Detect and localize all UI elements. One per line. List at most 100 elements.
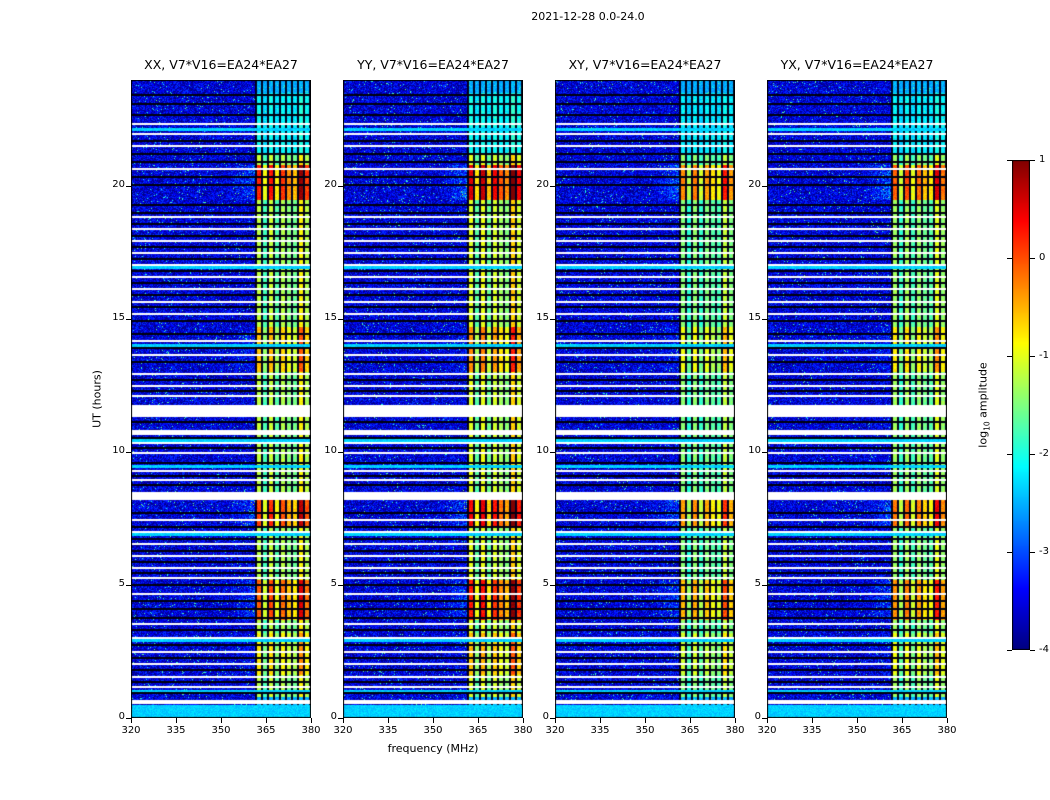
colorbar-tick <box>1007 257 1012 259</box>
y-tick-label: 5 <box>542 578 549 590</box>
x-tick <box>310 718 312 723</box>
x-tick-label: 335 <box>378 725 398 736</box>
x-tick-label: 380 <box>301 725 321 736</box>
y-tick-label: 0 <box>754 711 761 722</box>
x-tick <box>220 718 222 723</box>
x-tick <box>175 718 177 723</box>
y-tick-label: 5 <box>754 578 761 590</box>
colorbar-label-sub: 10 <box>982 421 992 431</box>
x-tick <box>387 718 389 723</box>
spectrogram-panel-xy: XY, V7*V16=EA24*EA27 320 335 350 365 380 0 5 10… <box>536 57 744 736</box>
spectrogram-panel-yx: YX, V7*V16=EA24*EA27 320 335 350 365 380 0 5 10… <box>748 57 956 736</box>
spectrogram-panel-xx: XX, V7*V16=EA24*EA27 320 335 350 365 380 0 5 10… <box>112 57 320 736</box>
y-tick <box>762 717 767 719</box>
y-tick <box>126 318 131 320</box>
colorbar-tick-label: -2 <box>1039 448 1049 459</box>
x-tick <box>265 718 267 723</box>
colorbar-label-suffix: amplitude <box>976 362 990 422</box>
x-tick-label: 350 <box>423 725 443 736</box>
y-tick <box>762 318 767 320</box>
x-tick-label: 335 <box>590 725 610 736</box>
y-tick-label: 15 <box>536 312 549 324</box>
y-tick <box>762 584 767 586</box>
spectrogram-canvas-yx <box>767 80 947 718</box>
y-tick <box>126 185 131 187</box>
y-tick-label: 0 <box>118 711 125 722</box>
x-tick <box>734 718 736 723</box>
spectrogram-canvas-yy <box>343 80 523 718</box>
colorbar-tick <box>1007 159 1012 161</box>
colorbar-tick-label: -3 <box>1039 546 1049 557</box>
x-tick-label: 320 <box>545 725 565 736</box>
x-tick <box>766 718 768 723</box>
spectrogram-canvas-xy <box>555 80 735 718</box>
x-tick <box>856 718 858 723</box>
x-tick-label: 320 <box>333 725 353 736</box>
y-tick-label: 5 <box>330 578 337 590</box>
y-tick <box>338 717 343 719</box>
x-tick-label: 365 <box>892 725 912 736</box>
colorbar-tick <box>1007 649 1012 651</box>
x-tick <box>477 718 479 723</box>
y-tick <box>126 717 131 719</box>
colorbar-gradient <box>1012 160 1030 650</box>
y-tick <box>550 318 555 320</box>
x-tick-label: 350 <box>635 725 655 736</box>
x-tick-label: 365 <box>680 725 700 736</box>
y-tick-label: 15 <box>748 312 761 324</box>
x-tick-label: 380 <box>937 725 957 736</box>
y-tick <box>338 318 343 320</box>
x-tick <box>432 718 434 723</box>
y-tick-label: 15 <box>112 312 125 324</box>
panel-title-xy: XY, V7*V16=EA24*EA27 <box>568 57 722 72</box>
y-tick <box>338 185 343 187</box>
y-tick <box>338 584 343 586</box>
y-tick <box>550 451 555 453</box>
x-tick-label: 380 <box>725 725 745 736</box>
colorbar-tick <box>1007 453 1012 455</box>
colorbar-tick <box>1030 453 1035 455</box>
y-tick <box>338 451 343 453</box>
colorbar-tick <box>1030 551 1035 553</box>
y-tick-label: 5 <box>118 578 125 590</box>
spectrogram-canvas-xx <box>131 80 311 718</box>
spectrogram-panel-yy: YY, V7*V16=EA24*EA27 320 335 350 365 380 0 5 10… <box>324 57 532 736</box>
colorbar-tick <box>1030 159 1035 161</box>
colorbar-tick <box>1030 355 1035 357</box>
y-tick-label: 15 <box>324 312 337 324</box>
figure-title: 2021-12-28 0.0-24.0 <box>531 10 645 23</box>
x-tick <box>901 718 903 723</box>
x-tick <box>554 718 556 723</box>
colorbar-label-prefix: log <box>976 430 990 448</box>
y-tick-label: 20 <box>748 179 761 191</box>
y-tick <box>550 717 555 719</box>
y-tick-label: 20 <box>324 179 337 191</box>
colorbar-label: log10 amplitude <box>976 362 991 447</box>
colorbar-tick <box>1030 649 1035 651</box>
y-axis-label: UT (hours) <box>90 370 104 428</box>
y-tick-label: 20 <box>536 179 549 191</box>
panel-title-yx: YX, V7*V16=EA24*EA27 <box>780 57 934 72</box>
panel-title-xx: XX, V7*V16=EA24*EA27 <box>144 57 298 72</box>
colorbar-tick-label: 1 <box>1039 154 1046 165</box>
y-tick <box>126 451 131 453</box>
x-tick-label: 365 <box>468 725 488 736</box>
x-tick <box>689 718 691 723</box>
y-tick-label: 10 <box>536 445 549 457</box>
panel-title-yy: YY, V7*V16=EA24*EA27 <box>357 57 509 72</box>
colorbar: 1 0 -1 -2 -3 -4 <box>1007 154 1049 655</box>
y-tick-label: 10 <box>748 445 761 457</box>
x-tick-label: 335 <box>166 725 186 736</box>
y-tick-label: 20 <box>112 179 125 191</box>
y-tick <box>550 185 555 187</box>
x-tick-label: 335 <box>802 725 822 736</box>
colorbar-tick <box>1007 355 1012 357</box>
y-tick-label: 10 <box>324 445 337 457</box>
x-tick-label: 320 <box>121 725 141 736</box>
x-tick <box>342 718 344 723</box>
x-tick-label: 380 <box>513 725 533 736</box>
colorbar-tick <box>1007 551 1012 553</box>
x-tick-label: 365 <box>256 725 276 736</box>
x-tick-label: 350 <box>211 725 231 736</box>
colorbar-tick <box>1030 257 1035 259</box>
